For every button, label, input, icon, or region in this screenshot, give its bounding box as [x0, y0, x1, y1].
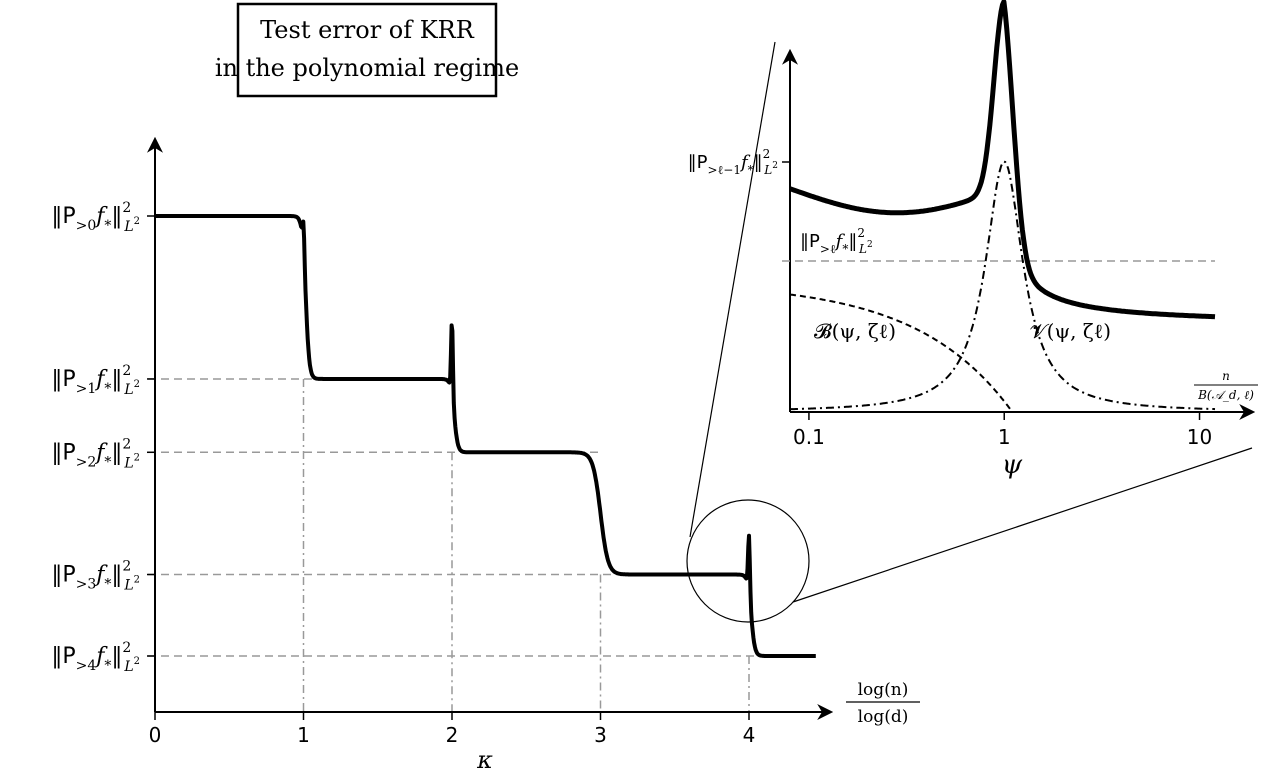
main-x-extra-label: κ	[476, 746, 493, 774]
inset-chart: 0.1 1 10 ‖P>ℓ−1f*‖2 L2 ‖P>ℓf*‖2 L2 𝓑(ψ, ζℓ) …	[688, 0, 1258, 480]
title-frame	[236, 2, 498, 98]
main-y-labels: ‖P>0f*‖2 L2 ‖P>1f*‖2 L2 ‖P>2f*‖2 L2 ‖P>3f*‖2 L2…	[51, 200, 155, 675]
inset-y-label-mid: ‖P>ℓf*‖2 L2	[800, 226, 873, 256]
inset-y-label-top-text: ‖P>ℓ−1f*‖2 L2	[688, 147, 778, 177]
zoom-connector-top	[689, 41, 776, 538]
bias-label: 𝓑(ψ, ζℓ)	[814, 319, 896, 343]
main-x-tick-label: 3	[594, 723, 607, 747]
inset-y-label-mid-text: ‖P>ℓf*‖2 L2	[800, 226, 873, 256]
main-y-tick-label: ‖P>1f*‖2 L2	[51, 363, 140, 398]
inset-x-tick-label: 10	[1187, 425, 1212, 449]
zoom-indicator	[686, 41, 1253, 623]
inset-x-tick-label: 0.1	[793, 425, 825, 449]
main-x-label-den: log(d)	[858, 707, 909, 727]
inset-x-label-den: B(𝒜_d, ℓ)	[1197, 388, 1254, 402]
main-x-tick-label: 0	[149, 723, 162, 747]
inset-x-tick-label: 1	[998, 425, 1011, 449]
main-y-tick-label: ‖P>4f*‖2 L2	[51, 640, 140, 675]
main-y-tick-label: ‖P>0f*‖2 L2	[51, 200, 140, 235]
title-line-1: Test error of KRR	[260, 16, 475, 44]
main-x-tick-label: 4	[743, 723, 756, 747]
main-x-tick-label: 1	[297, 723, 310, 747]
main-y-tick-label: ‖P>2f*‖2 L2	[51, 436, 140, 471]
zoom-circle	[686, 499, 810, 623]
inset-x-extra-label: ψ	[1002, 450, 1023, 480]
total-error-curve	[788, 0, 1217, 320]
inset-x-label-num: n	[1222, 369, 1230, 383]
title-line-2: in the polynomial regime	[215, 54, 519, 82]
main-error-curve	[153, 214, 818, 658]
zoom-connector-bottom	[792, 447, 1253, 603]
main-x-tick-label: 2	[446, 723, 459, 747]
title-box: Test error of KRR in the polynomial regi…	[215, 2, 519, 98]
main-x-ticks: 0 1 2 3 4	[149, 712, 756, 747]
variance-curve	[789, 160, 1216, 411]
variance-label: 𝓥(ψ, ζℓ)	[1030, 319, 1111, 343]
main-y-tick-label: ‖P>3f*‖2 L2	[51, 559, 140, 594]
inset-y-label-top: ‖P>ℓ−1f*‖2 L2	[688, 147, 778, 177]
main-x-label-num: log(n)	[858, 680, 909, 700]
bias-curve	[789, 293, 1014, 413]
inset-x-ticks: 0.1 1 10	[793, 412, 1212, 449]
